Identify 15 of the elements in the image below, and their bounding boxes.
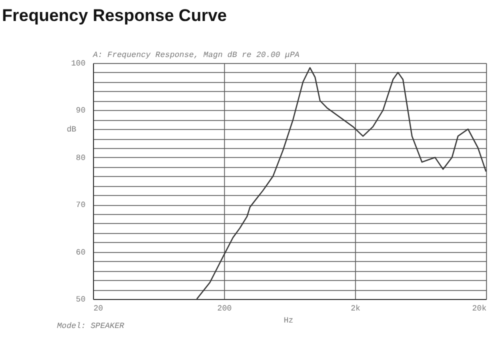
y-tick-label: 100 xyxy=(71,60,86,68)
chart-title: Frequency Response Curve xyxy=(2,6,227,25)
x-axis-title: Hz xyxy=(284,316,294,326)
chart-subtitle: A: Frequency Response, Magn dB re 20.00 μPA xyxy=(92,51,300,60)
text: Model: SPEAKER xyxy=(57,322,124,331)
y-tick-label: 90 xyxy=(76,106,86,116)
y-tick-label: 50 xyxy=(76,296,86,304)
x-tick-label: 20 xyxy=(94,304,104,314)
x-tick-label: 20k xyxy=(472,304,487,314)
x-tick-label: 200 xyxy=(217,304,232,314)
x-tick-label: 2k xyxy=(350,304,360,314)
y-axis-title: dB xyxy=(66,126,76,134)
y-tick-label: 70 xyxy=(76,201,86,210)
y-tick-label: 80 xyxy=(76,154,86,163)
y-tick-label: 60 xyxy=(76,248,86,258)
